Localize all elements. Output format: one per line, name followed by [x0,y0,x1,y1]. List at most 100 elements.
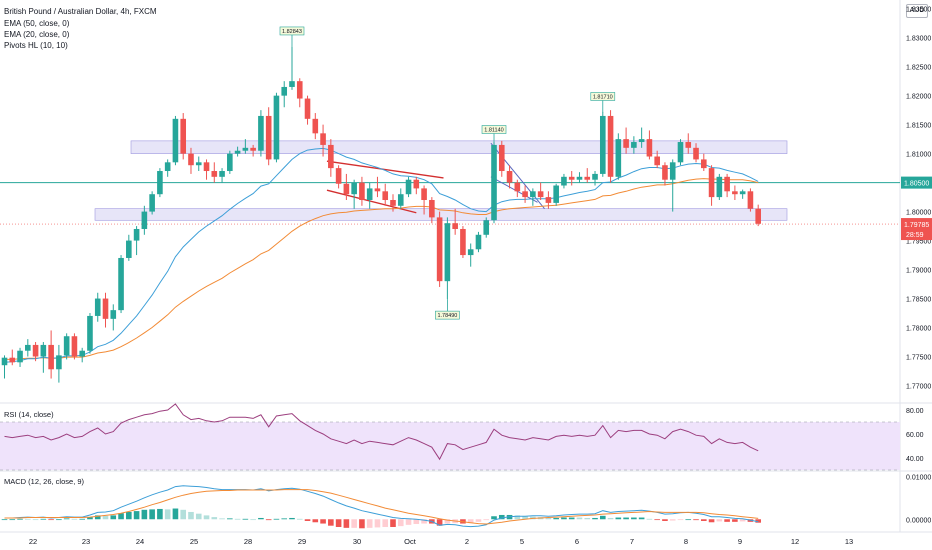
candle-body [514,182,521,192]
candle-body [537,191,544,198]
candle-body [475,234,482,250]
macd-label[interactable]: MACD (12, 26, close, 9) [4,477,85,486]
candle-body [126,240,132,258]
candle-body [242,147,249,151]
macd-histogram-bar [56,519,62,521]
candle-body [436,217,443,282]
macd-histogram-bar [374,519,381,528]
candle-body [48,344,54,370]
candle-body [157,171,163,195]
macd-histogram-bar [716,519,723,522]
price-tick-label: 1.83500 [906,7,931,14]
pivot-label: 1.81140 [484,128,503,134]
candle-body [467,249,474,256]
time-tick-label: 7 [630,537,634,546]
macd-histogram-bar [568,517,575,520]
candle-body [203,162,210,172]
rsi-tick-label: 40.00 [906,456,924,463]
candle-body [328,144,334,169]
currency-badge[interactable]: AUD [906,4,928,18]
macd-histogram-bar [32,519,39,521]
candle-body [716,176,723,198]
countdown-label: 28:59 [906,232,924,239]
chart-title: British Pound / Australian Dollar, 4h, F… [4,7,157,16]
macd-histogram-bar [79,518,85,520]
candle-body [281,86,288,96]
macd-pane [1,485,761,529]
candle-body [227,153,233,172]
candlestick-series [1,46,761,383]
ema50-line [4,178,759,360]
candle-body [397,194,404,206]
candle-body [452,223,458,229]
pivot-label: 1.82843 [282,29,302,35]
candle-body [669,162,676,180]
time-tick-label: 6 [575,537,579,546]
macd-histogram-bar [9,519,16,521]
candle-body [141,211,148,229]
macd-histogram-bar [483,519,490,521]
candle-body [289,81,295,87]
candle-body [25,344,31,351]
rsi-label[interactable]: RSI (14, close) [4,410,54,419]
macd-histogram-bar [296,518,303,520]
candle-body [17,350,23,363]
pivot-box [590,92,616,101]
candle-body [250,147,256,151]
candle-body [405,179,412,195]
ema-lines [4,147,759,363]
macd-histogram-bar [126,511,132,520]
candle-body [94,298,101,316]
macd-histogram-bar [351,519,357,528]
macd-histogram-bar [366,519,373,528]
macd-histogram-bar [545,517,552,520]
macd-histogram-bar [157,508,163,520]
pivot-box [481,125,507,134]
candle-body [708,168,715,198]
legend-ema20[interactable]: EMA (20, close, 0) [4,30,70,39]
candle-body [530,191,536,198]
macd-histogram-bar [335,519,342,527]
candle-body [568,176,575,180]
candle-body [623,139,629,148]
time-tick-label: 23 [82,537,90,546]
candle-body [265,115,272,160]
candle-body [607,115,614,177]
macd-histogram-bar [638,517,645,520]
macd-line [4,485,759,528]
grid-lines [0,0,932,533]
macd-histogram-bar [405,519,412,525]
trend-line-blue-2 [490,176,538,203]
macd-histogram-bar [397,519,404,527]
candle-body [638,139,645,143]
candle-body [188,153,194,166]
candle-body [677,142,684,163]
candle-body [421,188,427,200]
candle-body [211,171,218,177]
legend-pivots[interactable]: Pivots HL (10, 10) [4,41,68,50]
price-tick-label: 1.78000 [906,326,931,333]
price-tick-label: 1.82000 [906,94,931,101]
legend-ema50[interactable]: EMA (50, close, 0) [4,19,70,28]
candle-body [522,191,528,198]
macd-histogram-bar [304,519,311,521]
macd-histogram-bar [669,519,676,521]
candle-body [615,139,622,177]
macd-histogram-bar [40,518,47,520]
time-tick-label: 22 [29,537,37,546]
macd-histogram-bar [732,519,738,522]
macd-histogram-bar [444,519,451,524]
candle-body [685,142,692,148]
macd-histogram-bar [514,515,521,520]
macd-histogram-bar [615,517,622,520]
price-tick-label: 1.81500 [906,123,931,130]
candle-body [584,176,591,180]
macd-histogram-bar [654,519,660,521]
macd-histogram-bar [211,517,218,520]
candle-body [576,176,583,180]
macd-histogram-bar [172,508,179,520]
macd-histogram-bar [359,519,365,529]
rsi-pane [0,403,900,471]
wedge-upper-line [326,160,444,179]
